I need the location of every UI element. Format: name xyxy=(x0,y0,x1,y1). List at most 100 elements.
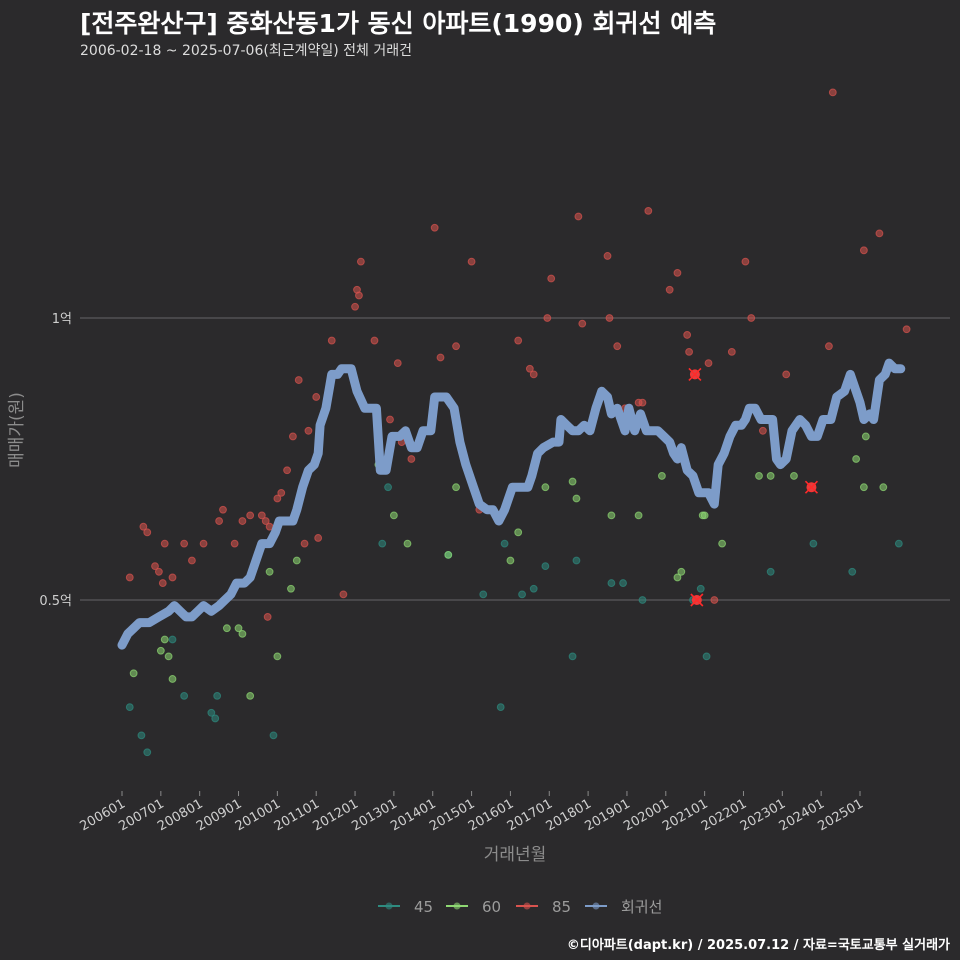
point-85 xyxy=(782,370,791,379)
point-85 xyxy=(747,314,756,322)
point-60 xyxy=(246,691,255,700)
y-tick-labels: 0.5억 1억 xyxy=(39,312,72,609)
point-85 xyxy=(529,370,538,379)
point-45 xyxy=(607,579,616,587)
point-85 xyxy=(139,522,148,531)
point-45 xyxy=(180,691,189,700)
point-85 xyxy=(304,426,313,435)
point-45 xyxy=(269,731,278,740)
point-60 xyxy=(514,528,523,537)
highlight-x-marker xyxy=(688,367,702,381)
point-60 xyxy=(389,511,398,520)
point-45 xyxy=(479,590,488,599)
point-45 xyxy=(168,635,177,644)
point-45 xyxy=(529,584,538,593)
point-45 xyxy=(500,539,509,548)
x-axis-title: 거래년월 xyxy=(484,845,547,865)
point-85 xyxy=(246,511,255,520)
x-tick-labels: 2006012007012008012009012010012011012012… xyxy=(78,791,866,834)
point-45 xyxy=(384,483,392,492)
point-60 xyxy=(859,483,868,492)
point-60 xyxy=(265,567,274,576)
point-45 xyxy=(894,539,903,548)
point-60 xyxy=(755,472,763,480)
point-85 xyxy=(277,488,286,497)
point-60 xyxy=(292,556,301,565)
regression-path xyxy=(117,358,906,650)
point-85 xyxy=(219,505,227,514)
point-85 xyxy=(188,556,196,565)
point-85 xyxy=(356,257,365,266)
x-tick-label: 202501 xyxy=(816,796,866,834)
point-85 xyxy=(859,246,868,255)
point-85 xyxy=(151,562,159,571)
point-85 xyxy=(685,347,693,356)
point-85 xyxy=(741,257,750,266)
legend-key-dot xyxy=(385,902,393,910)
chart-title: [전주완산구] 중화산동1가 동신 아파트(1990) 회귀선 예측 xyxy=(80,9,717,38)
point-85 xyxy=(407,455,416,463)
y-axis-title: 매매가(원) xyxy=(7,392,27,468)
point-85 xyxy=(370,336,379,345)
point-85 xyxy=(758,426,767,435)
legend-key-dot xyxy=(592,902,600,910)
point-60 xyxy=(568,477,577,486)
point-85 xyxy=(351,302,359,311)
point-45 xyxy=(848,567,857,576)
point-60 xyxy=(766,472,775,480)
chart-caption: ©디아파트(dapt.kr) / 2025.07.12 / 자료=국토교통부 실… xyxy=(566,938,950,953)
point-60 xyxy=(129,669,138,678)
point-60 xyxy=(273,652,282,661)
regression-line xyxy=(117,358,906,650)
point-45 xyxy=(378,539,387,548)
point-45 xyxy=(213,691,222,700)
legend: 45 60 85 회귀선 xyxy=(378,898,662,916)
point-45 xyxy=(518,590,526,599)
point-85 xyxy=(436,353,445,362)
point-85 xyxy=(514,336,523,345)
point-85 xyxy=(727,347,736,356)
point-85 xyxy=(355,291,363,300)
point-45 xyxy=(572,556,581,565)
point-60 xyxy=(234,624,243,633)
point-85 xyxy=(158,579,167,587)
point-85 xyxy=(230,539,239,548)
point-60 xyxy=(541,483,550,492)
highlight-x-marker xyxy=(804,480,819,494)
grid-lines xyxy=(80,317,950,601)
point-60 xyxy=(164,652,173,661)
point-60 xyxy=(222,624,231,633)
point-85 xyxy=(300,539,309,548)
point-60 xyxy=(861,432,870,441)
point-85 xyxy=(155,567,163,576)
point-85 xyxy=(312,393,321,401)
legend-label: 85 xyxy=(552,898,571,916)
chart-subtitle: 2006-02-18 ~ 2025-07-06(최근계약일) 전체 거래건 xyxy=(80,43,412,59)
point-85 xyxy=(238,517,247,525)
point-85 xyxy=(327,336,336,345)
point-85 xyxy=(283,466,291,475)
point-85 xyxy=(613,342,622,351)
point-85 xyxy=(525,364,534,373)
point-60 xyxy=(444,550,453,559)
point-45 xyxy=(638,596,647,604)
point-85 xyxy=(875,229,884,238)
highlighted-points xyxy=(688,367,819,607)
point-45 xyxy=(619,579,627,587)
point-85 xyxy=(386,415,394,424)
point-85 xyxy=(294,376,303,384)
point-85 xyxy=(160,539,169,548)
point-60 xyxy=(673,573,682,582)
point-85 xyxy=(339,590,348,599)
point-85 xyxy=(452,342,460,351)
y-tick-label: 0.5억 xyxy=(39,594,72,609)
point-60 xyxy=(700,511,709,520)
legend-key-dot xyxy=(523,902,531,910)
point-45 xyxy=(137,731,146,740)
point-85 xyxy=(215,517,224,525)
point-45 xyxy=(541,562,550,571)
point-45 xyxy=(696,584,705,593)
point-85 xyxy=(578,319,587,328)
point-60 xyxy=(403,539,412,548)
